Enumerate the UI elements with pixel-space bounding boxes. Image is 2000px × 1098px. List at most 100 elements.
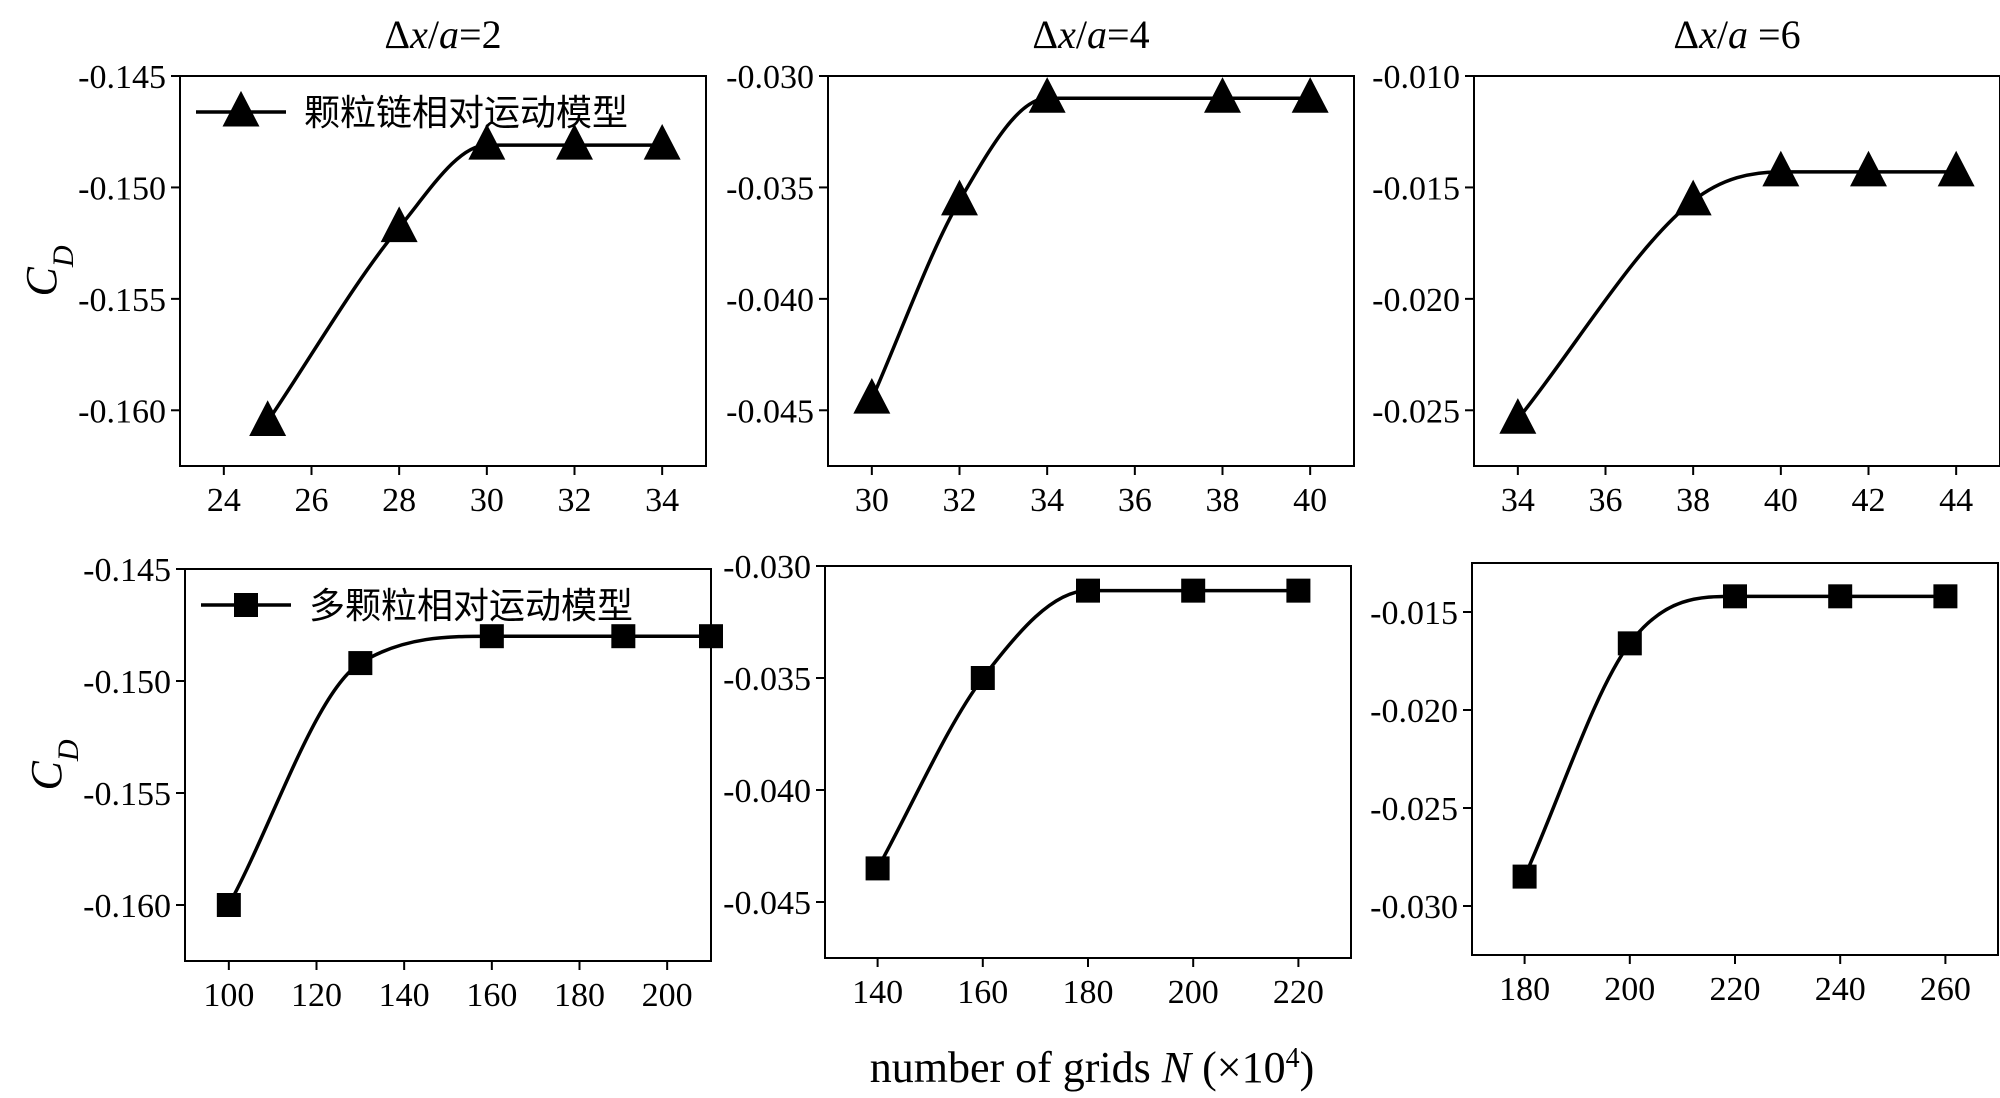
x-tick-label: 40 <box>1764 482 1798 519</box>
data-point <box>611 624 636 649</box>
panels: 24 26 28 30 32 34 -0.145 -0.150 -0.155 -0.160 Δx/a… <box>17 12 2000 1014</box>
panel-r1-c2: 30 32 34 36 38 40 -0.030 -0.035 -0.040 -0.045 Δx/a… <box>726 12 1355 519</box>
x-tick-label: 120 <box>291 977 342 1014</box>
data-point <box>1762 150 1800 187</box>
data-point <box>1828 584 1853 609</box>
x-tick-label: 140 <box>379 977 430 1014</box>
panel-r2-c3: 180 200 220 240 260 -0.015 -0.020 -0.025 -0.030 <box>1370 562 1999 1008</box>
x-tick-label: 34 <box>645 482 679 519</box>
x-tick-label: 32 <box>943 482 977 519</box>
data-point <box>1674 179 1712 216</box>
x-tick-label: 200 <box>1604 971 1655 1008</box>
series-line <box>1516 170 1957 421</box>
panel-r1-c1: 24 26 28 30 32 34 -0.145 -0.150 -0.155 -0.160 Δx/a… <box>17 12 707 519</box>
y-tick-label: -0.040 <box>723 773 811 810</box>
x-tick-label: 140 <box>852 974 903 1011</box>
x-tick-label: 220 <box>1273 974 1324 1011</box>
data-point <box>1937 150 1975 187</box>
x-tick-label: 42 <box>1852 482 1886 519</box>
data-point <box>941 179 978 216</box>
panel-r2-c1: 100 120 140 160 180 200 -0.145 -0.150 -0.155 -0.1… <box>22 552 723 1014</box>
plot-frame <box>1473 75 2000 467</box>
y-tick-label: -0.155 <box>78 282 166 319</box>
y-axis-label: CD <box>17 245 80 296</box>
x-tick-label: 180 <box>1063 974 1114 1011</box>
y-tick-label: -0.025 <box>1370 791 1458 828</box>
y-tick-label: -0.145 <box>83 552 171 589</box>
x-tick-label: 36 <box>1589 482 1623 519</box>
y-tick-label: -0.015 <box>1370 595 1458 632</box>
x-tick-label: 44 <box>1939 482 1973 519</box>
panel-title: Δx/a =6 <box>1673 12 1800 57</box>
y-tick-label: -0.015 <box>1372 170 1460 207</box>
x-tick-label: 24 <box>207 482 241 519</box>
x-tick-label: 160 <box>466 977 517 1014</box>
y-tick-label: -0.020 <box>1372 282 1460 319</box>
y-tick-label: -0.160 <box>83 888 171 925</box>
x-tick-label: 260 <box>1920 971 1971 1008</box>
x-tick-label: 200 <box>642 977 693 1014</box>
x-tick-label: 34 <box>1501 482 1535 519</box>
x-tick-label: 220 <box>1710 971 1761 1008</box>
y-tick-label: -0.035 <box>726 170 814 207</box>
legend: 颗粒链相对运动模型 <box>196 90 628 134</box>
plot-frame <box>1471 562 1999 956</box>
data-point <box>699 624 723 649</box>
x-tick-label: 30 <box>855 482 889 519</box>
y-axis-label: CD <box>22 739 85 790</box>
series-line <box>227 634 711 906</box>
series-line <box>870 96 1311 400</box>
data-point <box>1028 77 1066 113</box>
data-point <box>865 856 890 881</box>
data-point <box>249 400 287 436</box>
data-point <box>216 893 241 917</box>
y-tick-label: -0.155 <box>83 776 171 813</box>
y-tick-label: -0.150 <box>83 664 171 701</box>
data-point <box>1204 77 1241 113</box>
y-tick-label: -0.030 <box>723 549 811 586</box>
y-tick-label: -0.150 <box>78 170 166 207</box>
panel-title: Δx/a=2 <box>384 12 501 57</box>
y-tick-label: -0.160 <box>78 393 166 430</box>
plot-frame <box>824 565 1352 959</box>
data-point <box>468 123 506 160</box>
plot-frame <box>179 75 707 467</box>
data-point <box>1076 578 1100 603</box>
series-line <box>876 588 1299 870</box>
y-tick-label: -0.035 <box>723 661 811 698</box>
legend-marker <box>222 90 260 127</box>
x-tick-label: 200 <box>1168 974 1219 1011</box>
series-line <box>266 143 663 423</box>
data-point <box>853 378 891 414</box>
data-point <box>348 651 373 676</box>
data-point <box>1181 578 1206 603</box>
x-tick-label: 28 <box>382 482 416 519</box>
panel-title: Δx/a=4 <box>1032 12 1149 57</box>
x-tick-label: 180 <box>1499 971 1550 1008</box>
series-line <box>1523 594 1946 878</box>
x-tick-label: 40 <box>1293 482 1327 519</box>
data-point <box>1286 578 1311 603</box>
data-point <box>479 624 504 649</box>
x-tick-label: 38 <box>1676 482 1710 519</box>
legend-label: 颗粒链相对运动模型 <box>304 93 628 134</box>
y-tick-label: -0.010 <box>1372 59 1460 96</box>
x-tick-label: 38 <box>1206 482 1240 519</box>
y-tick-label: -0.045 <box>723 885 811 922</box>
plot-frame <box>827 75 1355 467</box>
y-tick-label: -0.030 <box>1370 889 1458 926</box>
panel-r2-c2: 140 160 180 200 220 -0.030 -0.035 -0.040 -0.045 <box>723 549 1352 1011</box>
y-tick-label: -0.025 <box>1372 393 1460 430</box>
data-point <box>643 123 681 160</box>
legend-marker <box>234 593 258 617</box>
data-point <box>1850 150 1887 187</box>
x-tick-label: 34 <box>1030 482 1064 519</box>
y-tick-label: -0.040 <box>726 282 814 319</box>
x-tick-label: 180 <box>554 977 605 1014</box>
x-tick-label: 30 <box>470 482 504 519</box>
data-point <box>1512 864 1537 889</box>
plot-frame <box>184 568 712 962</box>
y-tick-label: -0.145 <box>78 59 166 96</box>
data-point <box>556 123 593 160</box>
